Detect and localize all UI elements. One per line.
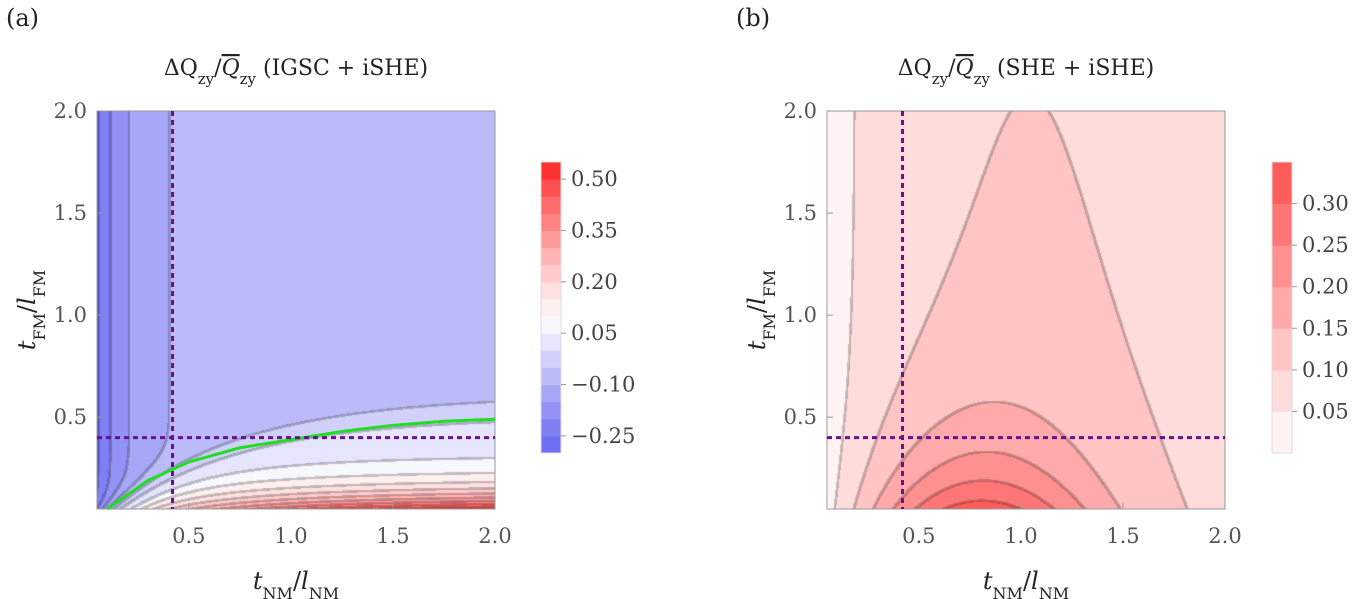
panel-b-colorbar-band (1272, 162, 1292, 205)
panel-a-plot: 0.5 0.5 1.0 1.0 1.5 1.5 2.0 2.0 ΔQzy/Qzy (IGSC +… (13, 56, 635, 599)
panel-a-colorbar-band (541, 247, 561, 266)
panel-a-colorbar-band (541, 162, 561, 180)
panel-a-colorbar-band (541, 196, 561, 214)
panel-a-ytick-label: 1.0 (54, 303, 87, 327)
panel-a-ytick-label: 1.5 (54, 201, 87, 225)
panel-b-xtick-label: 2.0 (1208, 524, 1241, 548)
panel-a-colorbar-band (541, 350, 561, 368)
panel-b-frame (826, 110, 1226, 510)
panel-a-colorbar: 0.50 0.35 0.20 0.05 −0.10 −0.25 (540, 161, 635, 454)
panel-b-ylabel: tFM/lFM (743, 270, 779, 350)
panel-a-ytick-label: 2.0 (54, 99, 87, 123)
panel-a-colorbar-band (541, 333, 561, 351)
panel-a-colorbar-label: −0.25 (571, 424, 635, 448)
panel-b-colorbar-label: 0.10 (1302, 358, 1349, 382)
panel-a-ytick-label: 0.5 (54, 405, 87, 429)
panel-a-label: (a) (6, 4, 40, 32)
panel-b-colorbar: 0.30 0.25 0.20 0.15 0.10 0.05 (1271, 161, 1349, 454)
panel-a-frame (96, 110, 496, 510)
panel-b-heatmap (827, 111, 1225, 509)
panel-b-xtick-label: 1.5 (1106, 524, 1139, 548)
panel-a-colorbar-band (541, 213, 561, 231)
panel-b-colorbar-frame (1271, 161, 1293, 454)
panel-a-colorbar-band (541, 264, 561, 283)
panel-a-colorbar-band (541, 418, 561, 437)
panel-b-colorbar-band (1272, 286, 1292, 329)
panel-b-ytick-label: 1.0 (784, 303, 817, 327)
panel-a-colorbar-band (541, 179, 561, 197)
panel-b-colorbar-label: 0.20 (1302, 275, 1349, 299)
panel-a-colorbar-band (541, 298, 561, 317)
panel-b-ytick-label: 2.0 (784, 99, 817, 123)
panel-a-colorbar-band (541, 435, 561, 454)
panel-b-plot: 0.5 0.5 1.0 1.0 1.5 1.5 2.0 2.0 ΔQzy/Qzy (SHE + … (743, 56, 1349, 599)
panel-a-xlabel: tNM/lNM (253, 567, 339, 599)
panel-a-xtick-label: 2.0 (478, 524, 511, 548)
panel-a-colorbar-label: 0.35 (571, 218, 618, 242)
panel-a-colorbar-band (541, 384, 561, 403)
panel-a-colorbar-label: 0.05 (571, 321, 618, 345)
panel-b-ytick-label: 1.5 (784, 201, 817, 225)
panel-b-colorbar-label: 0.25 (1302, 233, 1349, 257)
panel-a-xtick-label: 1.5 (376, 524, 409, 548)
panel-a-ylabel: tFM/lFM (13, 270, 49, 350)
panel-b-colorbar-band (1272, 245, 1292, 288)
panel-b-colorbar-band (1272, 203, 1292, 246)
panel-b-colorbar-label: 0.15 (1302, 316, 1349, 340)
panel-a-colorbar-band (541, 367, 561, 386)
panel-a-colorbar-frame (540, 161, 562, 454)
panel-b-colorbar-label: 0.30 (1302, 192, 1349, 216)
panel-b-colorbar-band (1272, 411, 1292, 454)
panel-a-colorbar-band (541, 281, 561, 300)
panel-b-colorbar-label: 0.05 (1302, 399, 1349, 423)
panel-a-colorbar-label: −0.10 (571, 373, 635, 397)
panel-a-colorbar-band (541, 230, 561, 249)
panel-b-xlabel: tNM/lNM (983, 567, 1069, 599)
panel-a-colorbar-label: 0.20 (571, 270, 618, 294)
panel-b-xtick-label: 1.0 (1004, 524, 1037, 548)
panel-a-colorbar-label: 0.50 (571, 167, 618, 191)
panel-b-ytick-label: 0.5 (784, 405, 817, 429)
panel-b-colorbar-band (1272, 328, 1292, 371)
panel-a-zero-contour (106, 417, 496, 511)
panel-a-title: ΔQzy/Qzy (IGSC + iSHE) (164, 56, 428, 88)
panel-a-heatmap (97, 111, 495, 509)
panel-a-colorbar-band (541, 316, 561, 334)
panel-b-xtick-label: 0.5 (902, 524, 935, 548)
panel-a-xtick-label: 1.0 (274, 524, 307, 548)
panel-b-title: ΔQzy/Qzy (SHE + iSHE) (898, 56, 1154, 88)
panel-a-colorbar-band (541, 401, 561, 420)
panel-a-xtick-label: 0.5 (172, 524, 205, 548)
panel-b-label: (b) (736, 4, 771, 32)
panel-b-colorbar-band (1272, 369, 1292, 412)
